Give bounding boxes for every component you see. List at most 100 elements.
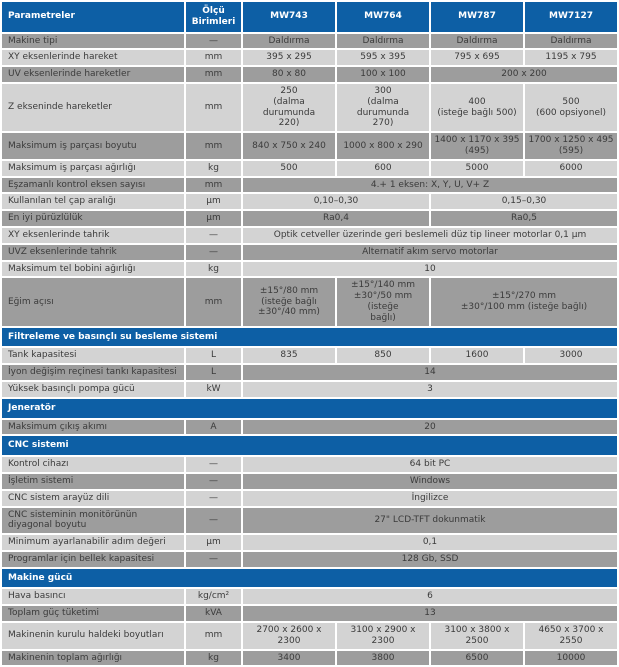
unit-cell: mm	[186, 133, 241, 159]
value-cell: 3800	[337, 650, 429, 666]
unit-cell: µm	[186, 194, 241, 210]
table-row: Kullanılan tel çap aralığı µm 0,10–0,30 0,1…	[2, 194, 617, 210]
section-header-row: Makine gücü	[2, 568, 617, 588]
value-cell: 1000 x 800 x 290	[337, 133, 429, 159]
table-row: Tank kapasitesi L 835 850 1600 3000	[2, 348, 617, 364]
parameter-label: UV eksenlerinde hareketler	[2, 67, 184, 82]
value-cell: 600	[337, 160, 429, 176]
value-cell: 128 Gb, SSD	[243, 551, 617, 567]
parameter-label: Eğim açısı	[2, 278, 184, 326]
unit-cell: kVA	[186, 606, 241, 622]
table-row: En iyi pürüzlülük µm Ra0,4 Ra0,5	[2, 211, 617, 226]
table-row: Maksimum iş parçası boyutu mm 840 x 750 x …	[2, 133, 617, 159]
unit-cell: mm	[186, 83, 241, 132]
parameter-label: Z ekseninde hareketler	[2, 83, 184, 132]
table-body: Makine tipi — Daldırma Daldırma Daldırma Dald…	[2, 33, 617, 666]
value-cell: 840 x 750 x 240	[243, 133, 335, 159]
value-cell: Alternatif akım servo motorlar	[243, 244, 617, 260]
section-header: CNC sistemi	[2, 436, 617, 456]
value-cell: 1195 x 795	[525, 50, 617, 66]
value-cell: 1600	[431, 348, 523, 364]
unit-cell: mm	[186, 278, 241, 326]
parameter-label: Maksimum iş parçası ağırlığı	[2, 160, 184, 176]
unit-cell: mm	[186, 177, 241, 193]
section-header-row: CNC sistemi	[2, 436, 617, 456]
parameter-label: İyon değişim reçinesi tankı kapasitesi	[2, 365, 184, 380]
value-cell: 850	[337, 348, 429, 364]
value-cell: Daldırma	[337, 33, 429, 49]
column-header-mw7127: MW7127	[525, 2, 617, 32]
table-row: Z ekseninde hareketler mm 250 (dalma durum…	[2, 83, 617, 132]
table-row: İşletim sistemi — Windows	[2, 473, 617, 489]
table-row: Kontrol cihazı —64 bit PC	[2, 457, 617, 472]
unit-cell: kg/cm²	[186, 589, 241, 605]
value-cell: 14	[243, 365, 617, 380]
table-row: XY eksenlerinde hareket mm 395 x 295 595 x …	[2, 50, 617, 66]
table-row: UV eksenlerinde hareketler mm 80 x 80 100 x…	[2, 67, 617, 82]
value-cell: 6000	[525, 160, 617, 176]
parameter-label: Kontrol cihazı	[2, 457, 184, 472]
section-header: Makine gücü	[2, 568, 617, 588]
table-row: Maksimum iş parçası ağırlığı kg 500 600 5000…	[2, 160, 617, 176]
value-cell: ±15°/270 mm ±30°/100 mm (isteğe bağlı)	[431, 278, 617, 326]
value-cell: 400 (isteğe bağlı 500)	[431, 83, 523, 132]
table-row: Yüksek basınçlı pompa gücü kW 3	[2, 381, 617, 397]
value-cell: Ra0,5	[431, 211, 617, 226]
value-cell: 3000	[525, 348, 617, 364]
table-row: Makinenin toplam ağırlığı kg 3400 3800 6500 1…	[2, 650, 617, 666]
section-header: Jeneratör	[2, 398, 617, 418]
table-row: Makinenin kurulu haldeki boyutları mm 2700…	[2, 623, 617, 649]
parameter-label: XY eksenlerinde hareket	[2, 50, 184, 66]
table-row: Maksimum tel bobini ağırlığı kg 10	[2, 261, 617, 277]
table-row: Makine tipi — Daldırma Daldırma Daldırma Dald…	[2, 33, 617, 49]
value-cell: 250 (dalma durumunda 220)	[243, 83, 335, 132]
unit-cell: mm	[186, 67, 241, 82]
table-row: CNC sistem arayüz dili — İngilizce	[2, 490, 617, 506]
value-cell: 4.+ 1 eksen: X, Y, U, V+ Z	[243, 177, 617, 193]
value-cell: 0,10–0,30	[243, 194, 429, 210]
unit-cell: —	[186, 227, 241, 243]
value-cell: Windows	[243, 473, 617, 489]
value-cell: 595 x 395	[337, 50, 429, 66]
value-cell: 795 x 695	[431, 50, 523, 66]
parameter-label: CNC sistem arayüz dili	[2, 490, 184, 506]
table-row: Hava basıncı kg/cm² 6	[2, 589, 617, 605]
parameter-label: Toplam güç tüketimi	[2, 606, 184, 622]
value-cell: 0,1	[243, 535, 617, 550]
value-cell: 1400 x 1170 x 395 (495)	[431, 133, 523, 159]
table-row: UVZ eksenlerinde tahrik — Alternatif akım …	[2, 244, 617, 260]
unit-cell: kg	[186, 160, 241, 176]
table-row: Programlar için bellek kapasitesi —128 Gb…	[2, 551, 617, 567]
parameter-label: Makine tipi	[2, 33, 184, 49]
value-cell: 6500	[431, 650, 523, 666]
unit-cell: µm	[186, 535, 241, 550]
value-cell: 835	[243, 348, 335, 364]
table-row: Maksimum çıkış akımı A 20	[2, 419, 617, 435]
value-cell: Optik cetveller üzerinde geri beslemeli …	[243, 227, 617, 243]
value-cell: Daldırma	[431, 33, 523, 49]
value-cell: Ra0,4	[243, 211, 429, 226]
value-cell: 300 (dalma durumunda 270)	[337, 83, 429, 132]
unit-cell: kW	[186, 381, 241, 397]
value-cell: ±15°/140 mm ±30°/50 mm (isteğe bağlı)	[337, 278, 429, 326]
parameter-label: Yüksek basınçlı pompa gücü	[2, 381, 184, 397]
parameter-label: Kullanılan tel çap aralığı	[2, 194, 184, 210]
column-header-mw764: MW764	[337, 2, 429, 32]
value-cell: 1700 x 1250 x 495 (595)	[525, 133, 617, 159]
parameter-label: Maksimum tel bobini ağırlığı	[2, 261, 184, 277]
unit-cell: —	[186, 33, 241, 49]
column-header-units: Ölçü Birimleri	[186, 2, 241, 32]
unit-cell: L	[186, 348, 241, 364]
table-header-row: Parametreler Ölçü Birimleri MW743 MW764 …	[2, 2, 617, 32]
parameter-label: En iyi pürüzlülük	[2, 211, 184, 226]
value-cell: 5000	[431, 160, 523, 176]
parameter-label: Hava basıncı	[2, 589, 184, 605]
parameter-label: Minimum ayarlanabilir adım değeri	[2, 535, 184, 550]
parameter-label: Programlar için bellek kapasitesi	[2, 551, 184, 567]
unit-cell: —	[186, 244, 241, 260]
value-cell: 80 x 80	[243, 67, 335, 82]
parameter-label: Maksimum iş parçası boyutu	[2, 133, 184, 159]
column-header-parameters: Parametreler	[2, 2, 184, 32]
